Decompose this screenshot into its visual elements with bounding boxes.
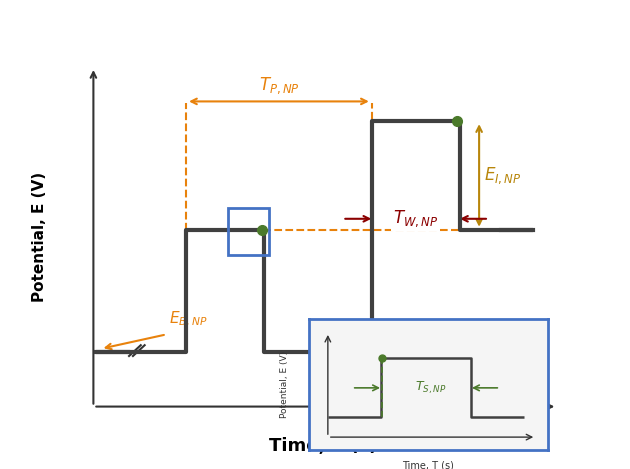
Text: Time, T (s): Time, T (s): [268, 437, 377, 455]
Text: $T_{P, NP}$: $T_{P, NP}$: [258, 76, 299, 96]
Text: $T_{W, NP}$: $T_{W, NP}$: [393, 209, 438, 229]
Text: Potential, E (V): Potential, E (V): [280, 351, 289, 418]
Text: $E_{B, NP}$: $E_{B, NP}$: [169, 310, 208, 329]
Text: Potential, E (V): Potential, E (V): [32, 172, 47, 302]
Text: $T_{S, NP}$: $T_{S, NP}$: [415, 380, 447, 396]
Bar: [227, 208, 269, 255]
Text: $E_{I, NP}$: $E_{I, NP}$: [484, 165, 522, 186]
Text: Time, T (s): Time, T (s): [403, 461, 454, 469]
